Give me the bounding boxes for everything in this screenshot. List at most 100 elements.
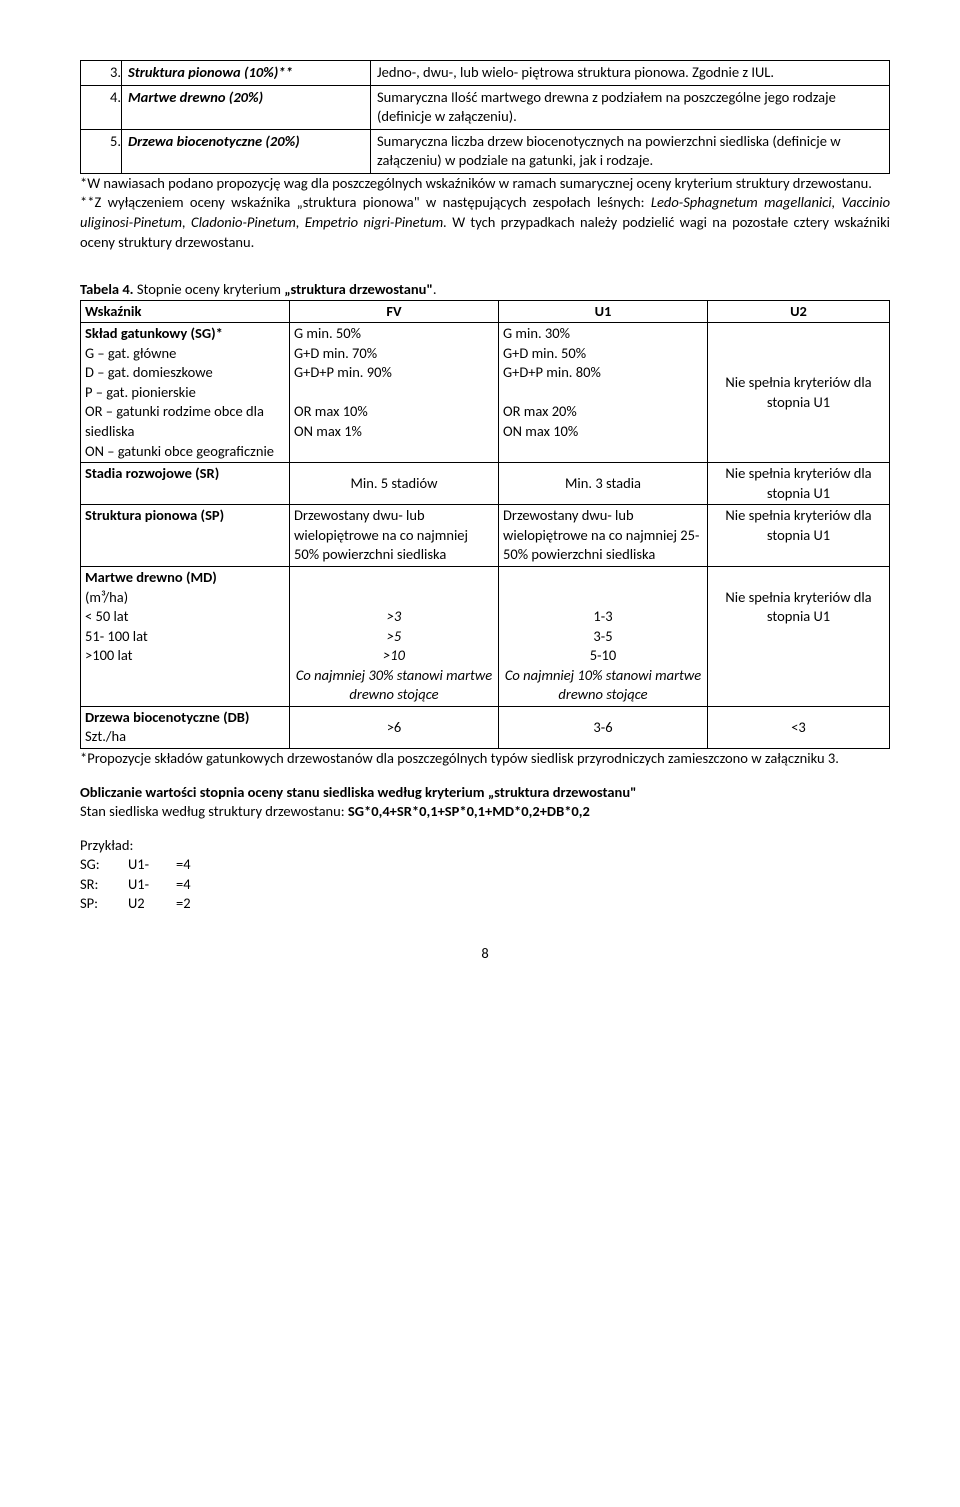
cell-fv: >3 >5 >10 Co najmniej 30% stanowi martwe…	[290, 566, 499, 706]
table-ratings: Wskaźnik FV U1 U2 Skład gatunkowy (SG)* …	[80, 300, 890, 749]
label-bold: Skład gatunkowy (SG)*	[85, 324, 223, 342]
val: G min. 30%	[503, 324, 570, 342]
formula: SG*0,4+SR*0,1+SP*0,1+MD*0,2+DB*0,2	[348, 802, 590, 820]
label-line: ON – gatunki obce geograficznie	[85, 442, 274, 460]
caption-term: „struktura drzewostanu"	[284, 280, 433, 298]
val: >5	[387, 627, 402, 645]
val: G+D+P min. 90%	[294, 363, 392, 381]
cell-u2: <3	[708, 706, 890, 748]
val: Min. 3 stadia	[565, 474, 641, 492]
cell-fv: Drzewostany dwu- lub wielopiętrowe na co…	[290, 505, 499, 567]
val: Co najmniej 30% stanowi martwe drewno st…	[296, 666, 492, 704]
label-bold: Martwe drewno (MD)	[85, 568, 217, 586]
ex-col-c: =4	[176, 875, 191, 895]
label-line: >100 lat	[85, 646, 133, 664]
val: 3-6	[593, 718, 612, 736]
col-header: Wskaźnik	[81, 300, 290, 323]
row-desc: Jedno-, dwu-, lub wielo- piętrowa strukt…	[371, 61, 890, 86]
val: ON max 1%	[294, 422, 362, 440]
cell-u2: Nie spełnia kryteriów dla stopnia U1	[708, 505, 890, 567]
ex-col-c: =2	[176, 894, 191, 914]
col-header: U2	[708, 300, 890, 323]
val: >3	[387, 607, 402, 625]
footnote-2: **Z wyłączeniem oceny wskaźnika „struktu…	[80, 193, 890, 252]
example-label: Przykład:	[80, 836, 890, 856]
cell-u2: Nie spełnia kryteriów dla stopnia U1	[708, 323, 890, 463]
cell-label: Martwe drewno (MD) (m³/ha) < 50 lat 51- …	[81, 566, 290, 706]
label-line: G – gat. główne	[85, 344, 176, 362]
example-row: SR: U1- =4	[80, 875, 890, 895]
table2-caption: Tabela 4. Stopnie oceny kryterium „struk…	[80, 280, 890, 300]
ex-col-b: U1-	[128, 855, 176, 875]
row-label: Struktura pionowa (10%)**	[122, 61, 371, 86]
val: G+D min. 50%	[503, 344, 586, 362]
cell-fv: >6	[290, 706, 499, 748]
row-desc: Sumaryczna Ilość martwego drewna z podzi…	[371, 85, 890, 129]
row-label: Drzewa biocenotyczne (20%)	[122, 129, 371, 173]
caption-text: Stopnie oceny kryterium	[134, 280, 285, 298]
row-desc: Sumaryczna liczba drzew biocenotycznych …	[371, 129, 890, 173]
row-num: 5.	[81, 129, 122, 173]
cell-u1: G min. 30% G+D min. 50% G+D+P min. 80% O…	[499, 323, 708, 463]
val: Nie spełnia kryteriów dla stopnia U1	[725, 588, 871, 626]
val: Min. 5 stadiów	[351, 474, 438, 492]
label-line: 51- 100 lat	[85, 627, 148, 645]
caption-num: Tabela 4.	[80, 280, 134, 298]
val: 3-5	[593, 627, 612, 645]
label-line: Szt./ha	[85, 727, 126, 745]
ex-col-b: U1-	[128, 875, 176, 895]
label-line: < 50 lat	[85, 607, 128, 625]
val: 5-10	[590, 646, 617, 664]
cell-label: Struktura pionowa (SP)	[81, 505, 290, 567]
footnote-1: *W nawiasach podano propozycję wag dla p…	[80, 174, 890, 194]
val: G min. 50%	[294, 324, 361, 342]
val: OR max 20%	[503, 402, 577, 420]
val: G+D min. 70%	[294, 344, 377, 362]
label-line: OR – gatunki rodzime obce dla siedliska	[85, 402, 264, 440]
example-row: SP: U2 =2	[80, 894, 890, 914]
col-header: FV	[290, 300, 499, 323]
row-label: Martwe drewno (20%)	[122, 85, 371, 129]
text: Stan siedliska według struktury drzewost…	[80, 802, 348, 820]
ex-col-a: SP:	[80, 894, 128, 914]
ex-col-c: =4	[176, 855, 191, 875]
val: ON max 10%	[503, 422, 578, 440]
ex-col-a: SG:	[80, 855, 128, 875]
cell-u1: Min. 3 stadia	[499, 463, 708, 505]
cell-fv: Min. 5 stadiów	[290, 463, 499, 505]
val: <3	[791, 718, 806, 736]
val: OR max 10%	[294, 402, 368, 420]
cell-u2: Nie spełnia kryteriów dla stopnia U1	[708, 566, 890, 706]
col-header: U1	[499, 300, 708, 323]
cell-label: Drzewa biocenotyczne (DB) Szt./ha	[81, 706, 290, 748]
row-num: 3.	[81, 61, 122, 86]
val: >6	[387, 718, 402, 736]
table-indicators: 3. Struktura pionowa (10%)** Jedno-, dwu…	[80, 60, 890, 174]
label-line: (m³/ha)	[85, 588, 128, 606]
ex-col-a: SR:	[80, 875, 128, 895]
calc-heading: Obliczanie wartości stopnia oceny stanu …	[80, 783, 890, 803]
val: Co najmniej 10% stanowi martwe drewno st…	[505, 666, 701, 704]
row-num: 4.	[81, 85, 122, 129]
cell-fv: G min. 50% G+D min. 70% G+D+P min. 90% O…	[290, 323, 499, 463]
val: 1-3	[593, 607, 612, 625]
cell-u1: 3-6	[499, 706, 708, 748]
text: **Z wyłączeniem oceny wskaźnika „struktu…	[80, 193, 651, 211]
val: Nie spełnia kryteriów dla stopnia U1	[725, 373, 871, 411]
cell-u1: 1-3 3-5 5-10 Co najmniej 10% stanowi mar…	[499, 566, 708, 706]
cell-u2: Nie spełnia kryteriów dla stopnia U1	[708, 463, 890, 505]
label-line: D – gat. domieszkowe	[85, 363, 213, 381]
example-row: SG: U1- =4	[80, 855, 890, 875]
cell-u1: Drzewostany dwu- lub wielopiętrowe na co…	[499, 505, 708, 567]
calc-line: Stan siedliska według struktury drzewost…	[80, 802, 890, 822]
cell-label: Skład gatunkowy (SG)* G – gat. główne D …	[81, 323, 290, 463]
cell-label: Stadia rozwojowe (SR)	[81, 463, 290, 505]
label-bold: Drzewa biocenotyczne (DB)	[85, 708, 249, 726]
page-number: 8	[80, 944, 890, 964]
example-block: SG: U1- =4 SR: U1- =4 SP: U2 =2	[80, 855, 890, 914]
val: G+D+P min. 80%	[503, 363, 601, 381]
ex-col-b: U2	[128, 894, 176, 914]
val: >10	[383, 646, 405, 664]
label-line: P – gat. pionierskie	[85, 383, 196, 401]
footnote-3: *Propozycje składów gatunkowych drzewost…	[80, 749, 890, 769]
